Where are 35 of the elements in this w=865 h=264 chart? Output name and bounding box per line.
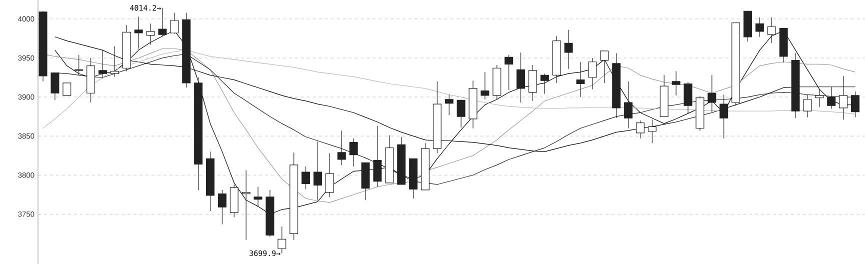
candlestick [720,94,728,139]
candlestick [337,130,346,166]
candlestick [624,80,633,128]
candlestick [839,75,848,120]
candlestick [815,88,824,108]
candlestick [576,61,585,98]
candlestick [325,152,334,198]
candlestick [480,72,490,100]
candlestick [600,50,609,84]
candlestick [827,86,836,109]
candlestick [684,82,692,114]
candlestick [170,12,179,34]
candlestick [588,58,597,90]
candlestick [242,170,250,240]
candlestick [504,54,514,90]
candlestick [254,186,262,208]
candlestick [767,16,776,44]
candlestick [134,16,143,49]
candlestick [564,29,573,70]
candlestick [803,94,812,118]
candlestick [456,100,466,128]
candlestick [62,82,72,96]
candlestick [672,70,680,96]
candlestick [708,74,716,112]
candlestick [528,64,537,102]
candlestick [146,23,155,45]
candlestick [218,189,226,224]
candlestick [636,120,644,139]
candlestick [540,73,549,94]
candlestick [755,16,764,38]
candlestick [302,166,310,190]
candlestick [516,52,526,103]
candlestick [349,138,358,167]
candlestick [444,94,454,116]
candlestick [648,119,656,144]
